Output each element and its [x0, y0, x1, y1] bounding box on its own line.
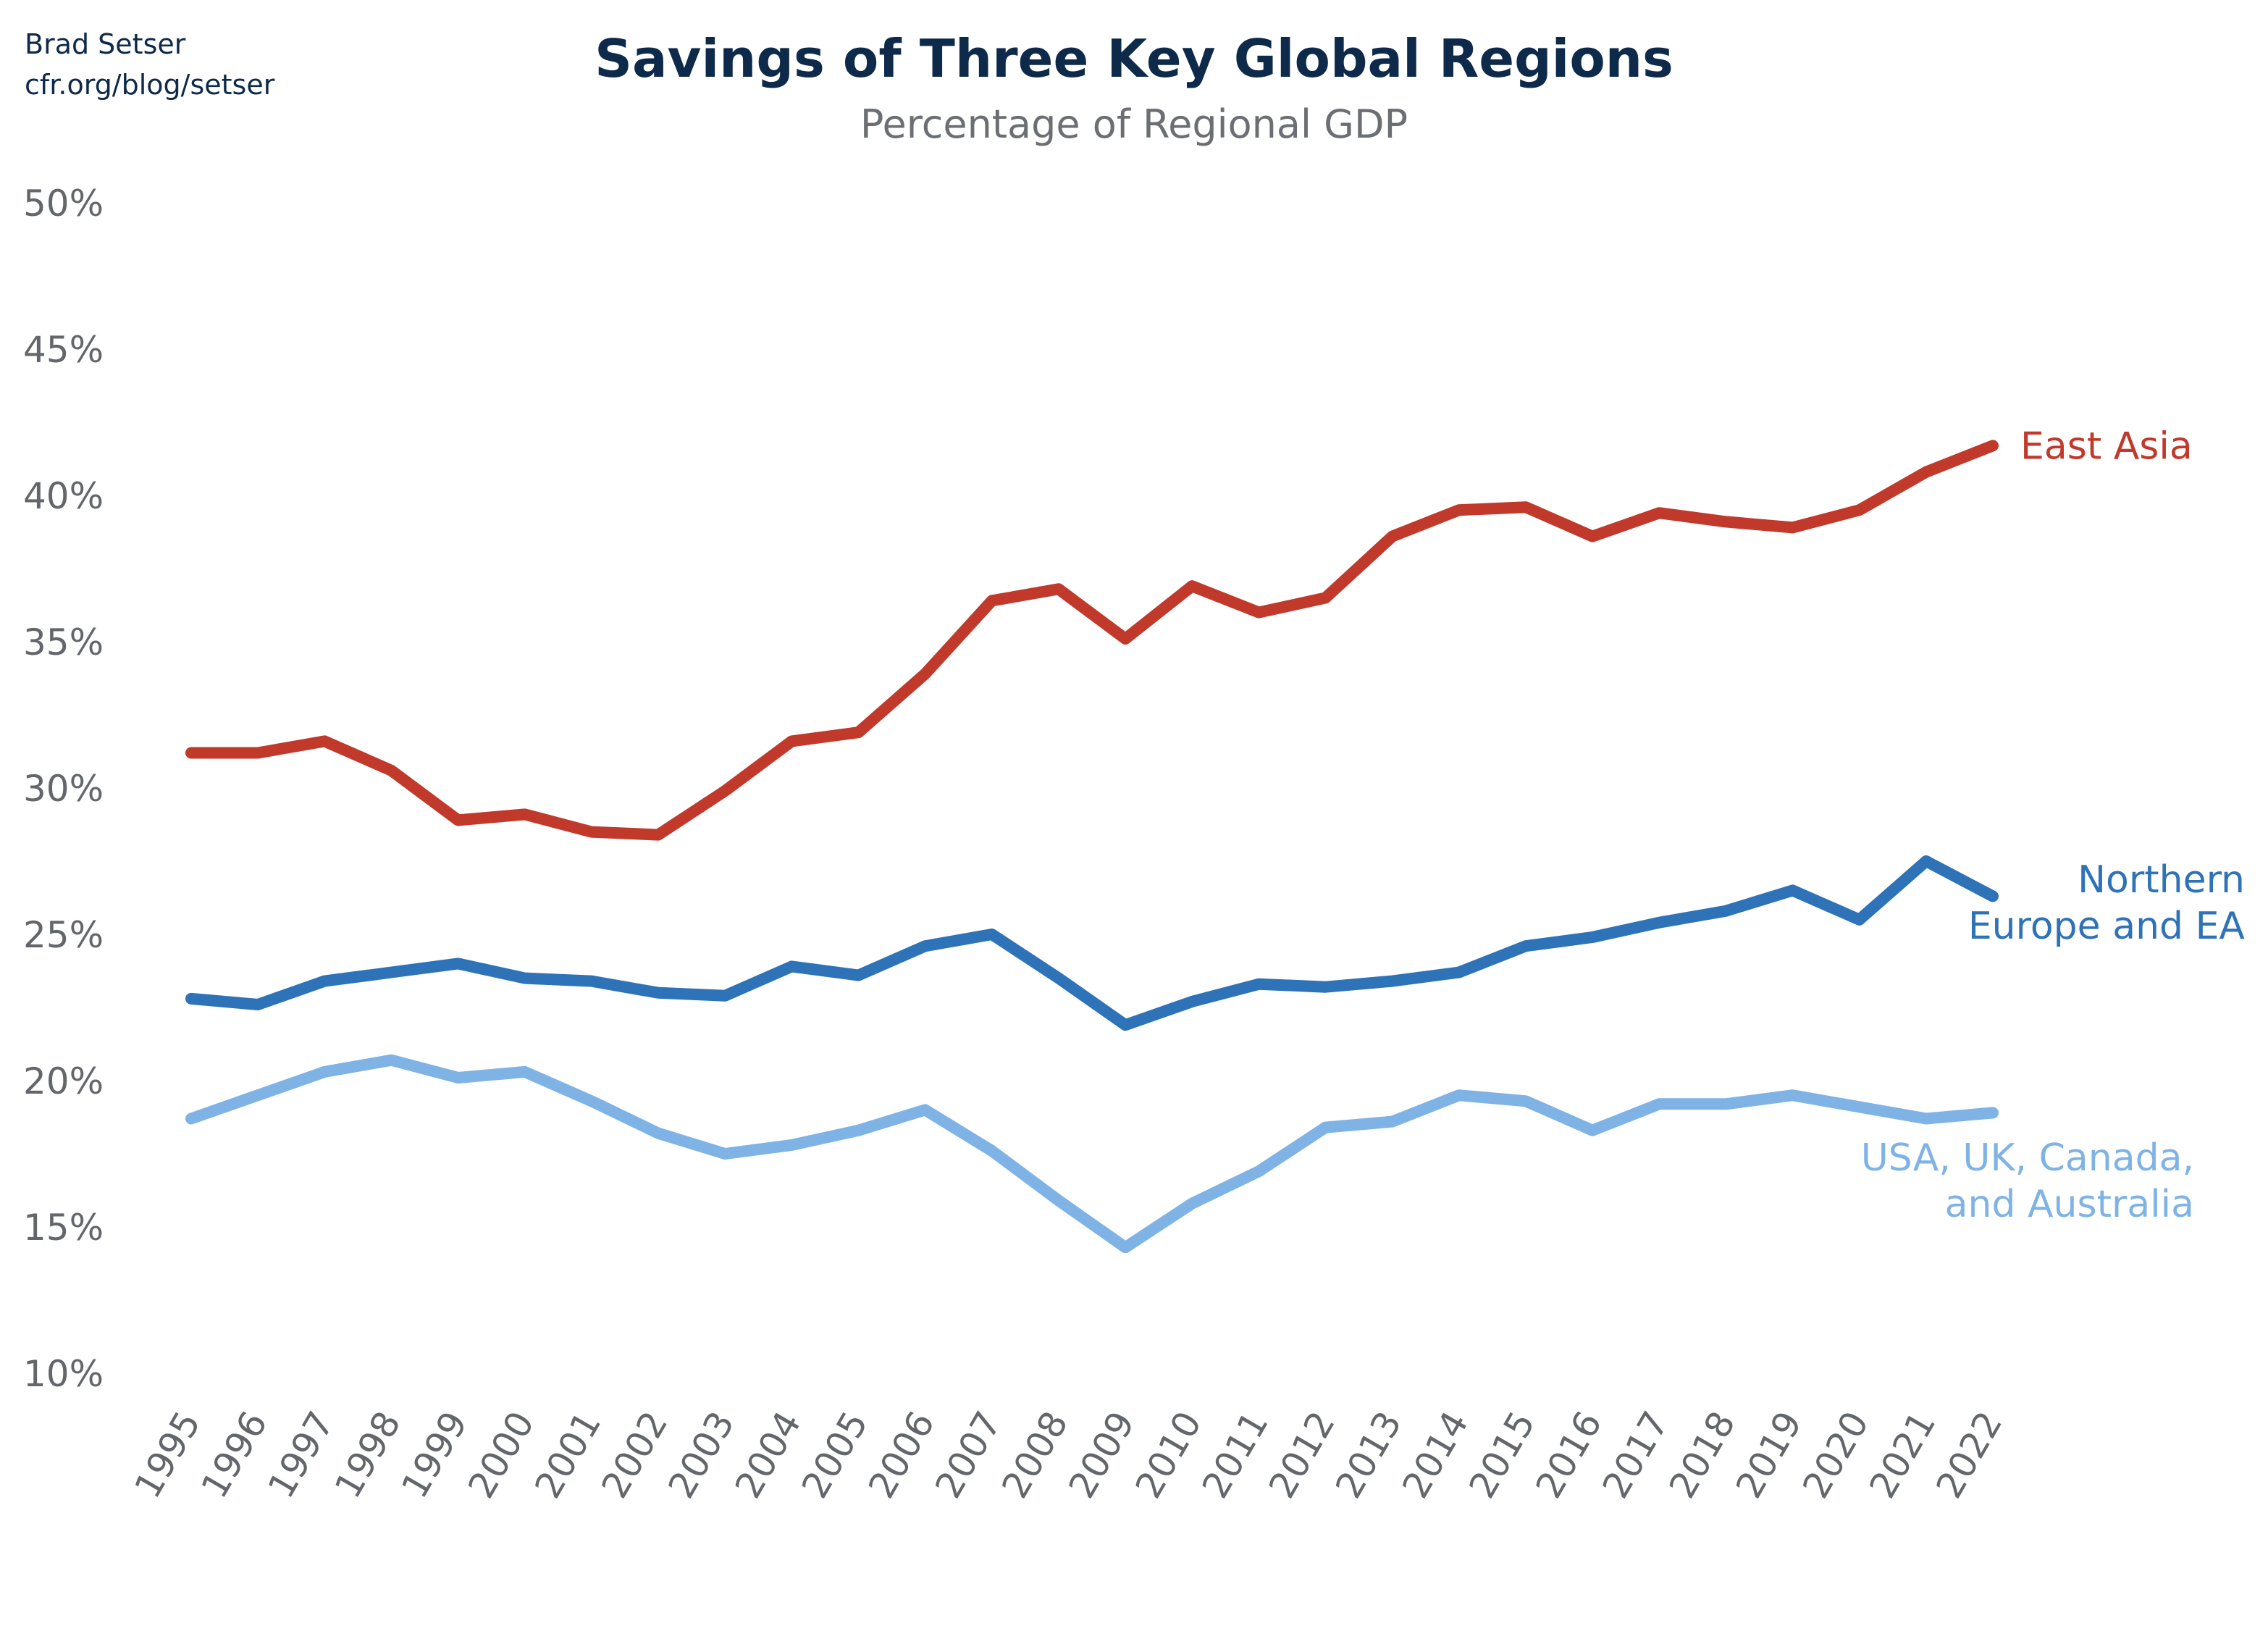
x-tick-label: 2014	[1394, 1404, 1477, 1505]
series-label: East Asia	[2020, 424, 2193, 468]
credit-author: Brad Setser	[25, 28, 186, 60]
x-tick-label: 2007	[927, 1404, 1009, 1505]
series-line	[185, 1054, 1999, 1254]
x-tick-label: 2019	[1728, 1404, 1810, 1505]
series-label: Northern	[2078, 858, 2245, 902]
x-tick-label: 2002	[594, 1404, 676, 1505]
x-tick-label: 1998	[327, 1404, 409, 1505]
x-tick-label: 2015	[1461, 1404, 1544, 1505]
y-tick-label: 30%	[23, 768, 104, 810]
y-tick-label: 20%	[23, 1060, 104, 1102]
x-tick-label: 2001	[526, 1404, 609, 1505]
credit-site: cfr.org/blog/setser	[25, 69, 275, 101]
x-tick-label: 2021	[1861, 1404, 1944, 1505]
series-label: and Australia	[1945, 1183, 2194, 1226]
x-tick-label: 1996	[193, 1404, 276, 1505]
y-tick-label: 10%	[23, 1353, 104, 1395]
y-tick-label: 35%	[23, 621, 104, 663]
x-tick-label: 1999	[393, 1404, 476, 1505]
y-tick-label: 25%	[23, 914, 104, 956]
x-tick-label: 2009	[1061, 1404, 1143, 1505]
series-label: Europe and EA	[1968, 905, 2246, 948]
x-tick-label: 2010	[1127, 1404, 1210, 1505]
chart-subtitle: Percentage of Regional GDP	[860, 101, 1408, 147]
x-tick-label: 2012	[1261, 1404, 1343, 1505]
chart-title: Savings of Three Key Global Regions	[595, 28, 1673, 89]
x-tick-label: 2003	[660, 1404, 743, 1505]
x-tick-label: 2020	[1794, 1404, 1877, 1505]
x-tick-label: 2008	[994, 1404, 1076, 1505]
series-line	[185, 855, 1999, 1031]
series-line	[185, 440, 1999, 841]
x-tick-label: 2011	[1194, 1404, 1277, 1505]
x-tick-label: 2005	[794, 1404, 876, 1505]
x-tick-label: 2017	[1595, 1404, 1677, 1505]
y-tick-label: 15%	[23, 1207, 104, 1249]
x-tick-label: 1997	[260, 1404, 343, 1505]
x-tick-label: 2000	[460, 1404, 542, 1505]
y-tick-label: 45%	[23, 329, 104, 371]
series-label: USA, UK, Canada,	[1861, 1136, 2194, 1180]
x-tick-label: 2018	[1661, 1404, 1744, 1505]
y-tick-label: 50%	[23, 183, 104, 225]
y-axis: 10% 15% 20% 25% 30% 35% 40% 45% 50%	[23, 183, 104, 1395]
x-tick-label: 2016	[1528, 1404, 1610, 1505]
x-axis: 1995199619971998199920002001200220032004…	[127, 1404, 2011, 1505]
x-tick-label: 2006	[860, 1404, 943, 1505]
x-tick-label: 2004	[727, 1404, 810, 1505]
y-tick-label: 40%	[23, 475, 104, 517]
x-tick-label: 2013	[1327, 1404, 1410, 1505]
x-tick-label: 1995	[127, 1404, 209, 1505]
x-tick-label: 2022	[1928, 1404, 2011, 1505]
